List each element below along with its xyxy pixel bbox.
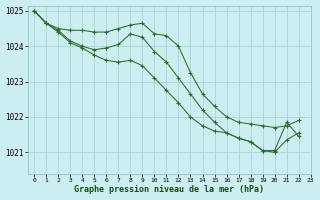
X-axis label: Graphe pression niveau de la mer (hPa): Graphe pression niveau de la mer (hPa): [75, 185, 264, 194]
